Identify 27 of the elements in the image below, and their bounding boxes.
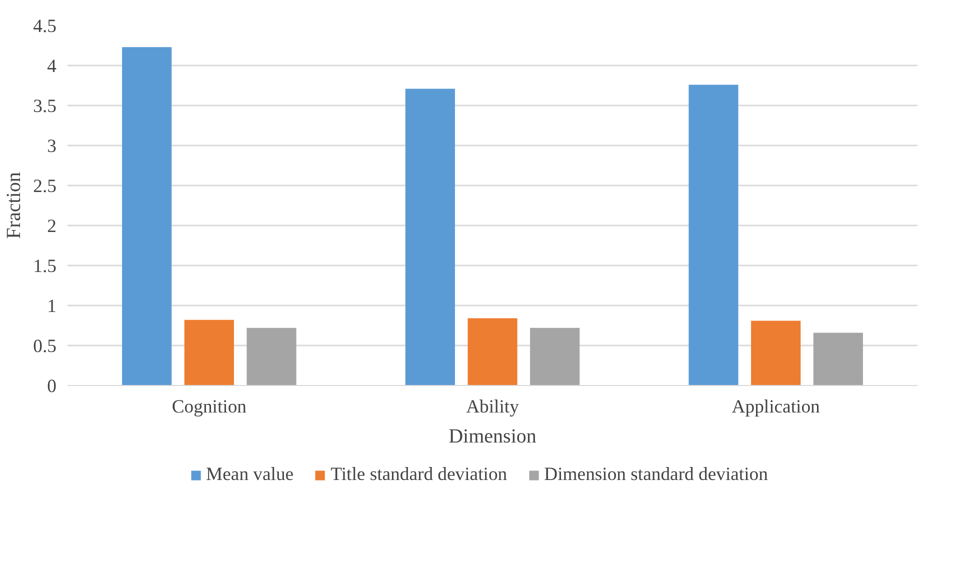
legend-label: Mean value (206, 464, 294, 486)
y-tick-label: 3.5 (33, 96, 57, 117)
bar (530, 328, 580, 386)
bar (688, 84, 738, 386)
y-tick-label: 4 (47, 56, 58, 77)
y-tick-label: 1.5 (33, 256, 57, 277)
bar (246, 328, 296, 386)
bar (468, 318, 518, 386)
y-tick-label: 0 (47, 376, 56, 397)
y-tick-label: 2 (47, 216, 56, 237)
bar (405, 88, 455, 386)
bar (122, 47, 172, 386)
y-tick-label: 4.5 (33, 16, 57, 37)
x-tick-label: Application (732, 396, 821, 418)
bar (751, 320, 801, 386)
bar (813, 332, 863, 386)
y-tick-label: 2.5 (33, 176, 57, 197)
legend-label: Title standard deviation (330, 464, 508, 486)
y-tick-label: 0.5 (33, 336, 57, 357)
y-axis-title: Fraction (3, 172, 26, 239)
legend-label: Dimension standard deviation (544, 464, 768, 486)
y-tick-label: 1 (47, 296, 56, 317)
y-tick-label: 3 (47, 136, 56, 157)
x-tick-label: Cognition (172, 396, 248, 418)
bar (184, 320, 234, 386)
x-tick-label: Ability (466, 396, 520, 418)
x-axis-title: Dimension (448, 426, 536, 448)
